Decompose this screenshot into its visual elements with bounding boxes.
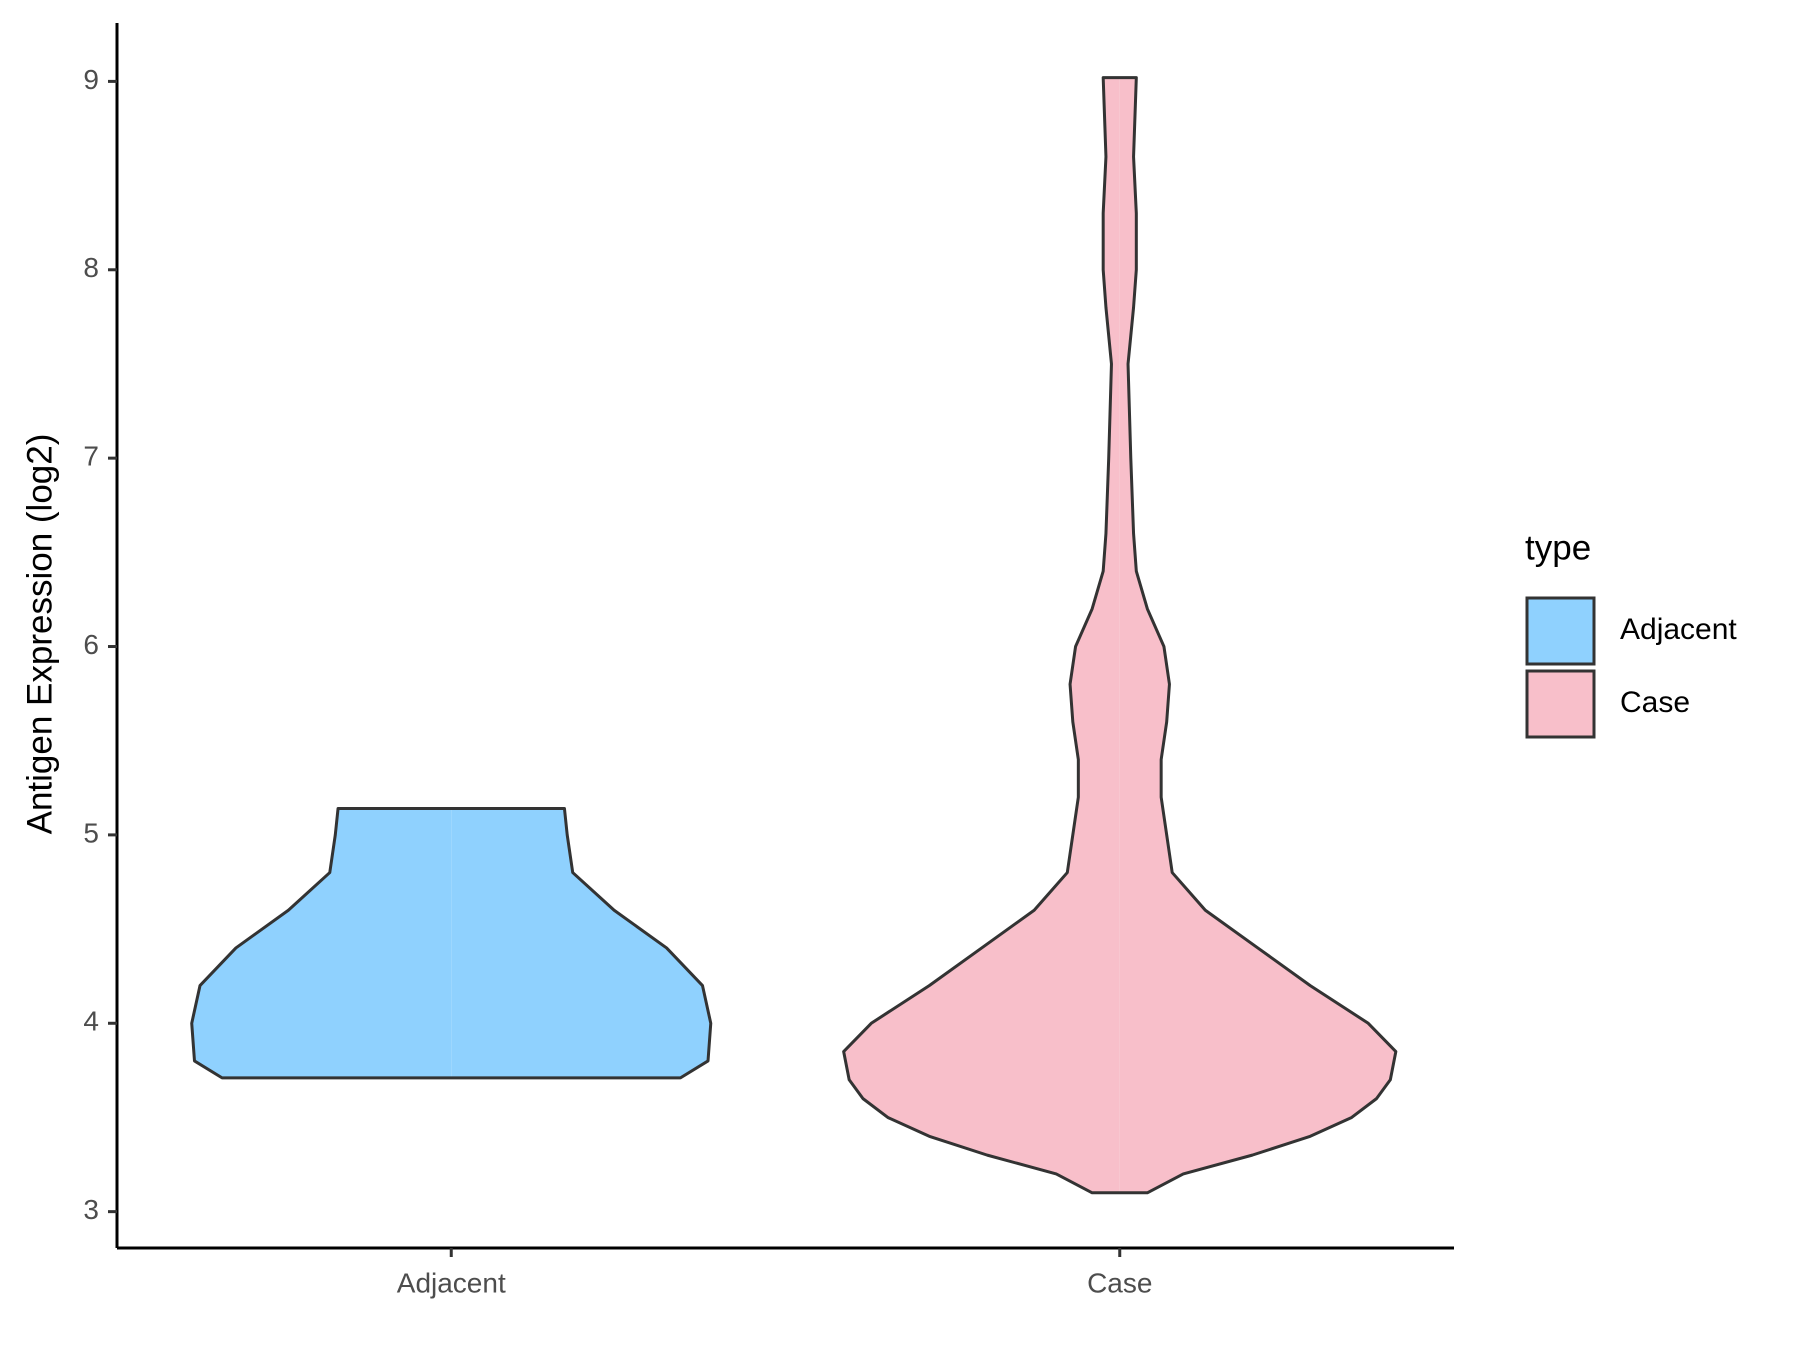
legend-label: Adjacent (1620, 613, 1737, 646)
violin-outline (842, 76, 1398, 1195)
legend-title: type (1525, 528, 1591, 567)
y-tick-label: 4 (83, 1006, 99, 1037)
violin-half (843, 77, 1120, 1193)
y-tick-label: 3 (83, 1194, 99, 1225)
y-tick-label: 8 (83, 252, 99, 283)
y-tick-label: 5 (83, 817, 99, 848)
y-tick-label: 9 (83, 64, 99, 95)
y-tick-label: 6 (83, 629, 99, 660)
violin-outline (190, 807, 713, 1080)
legend-key (1525, 596, 1596, 666)
violin-half (191, 808, 452, 1078)
x-tick-label: Case (1087, 1267, 1152, 1298)
legend-label: Case (1620, 686, 1690, 719)
violin-half (1119, 77, 1396, 1193)
legend-key (1525, 669, 1596, 739)
violin-half (451, 808, 711, 1078)
y-tick-label: 7 (83, 441, 99, 472)
y-axis-label: Antigen Expression (log2) (20, 434, 59, 835)
x-tick-label: Adjacent (397, 1267, 506, 1298)
